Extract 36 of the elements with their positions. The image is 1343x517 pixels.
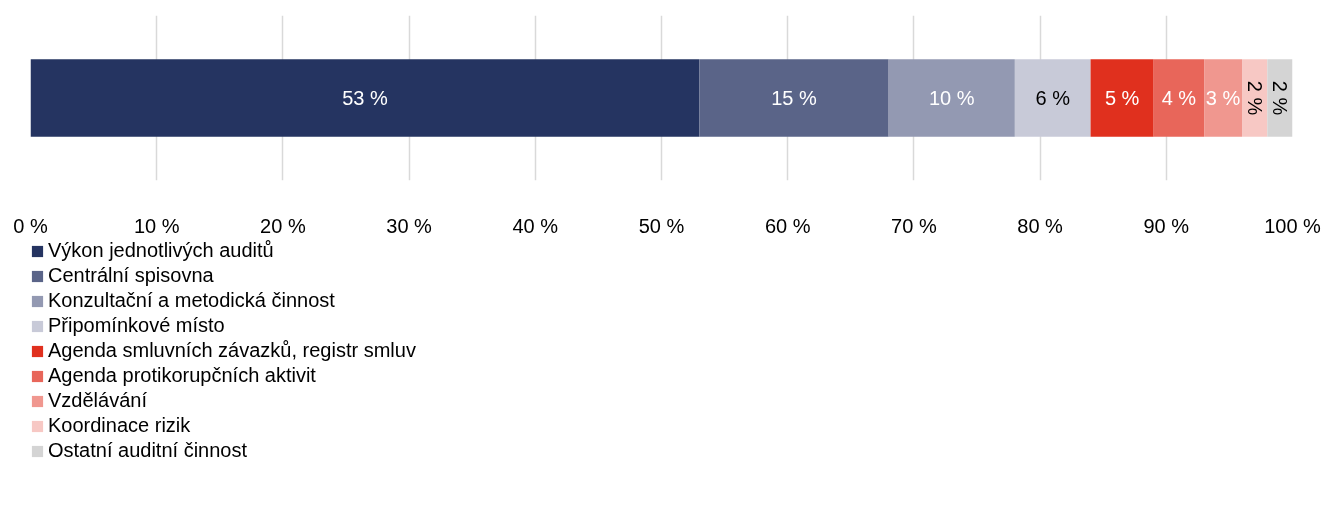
x-tick-label: 40 % — [512, 214, 559, 237]
x-tick-label: 50 % — [638, 214, 685, 237]
data-label: 5 % — [1104, 87, 1140, 109]
legend-label: Výkon jednotlivých auditů — [48, 239, 274, 262]
bar — [1153, 59, 1205, 137]
legend-label: Agenda protikorupčních aktivit — [48, 364, 316, 387]
legend-label: Agenda smluvních závazků, registr smluv — [48, 339, 416, 362]
legend-label: Konzultační a metodická činnost — [48, 289, 335, 312]
data-label: 15 % — [771, 87, 818, 109]
data-label: 10 % — [928, 87, 975, 109]
x-tick-label: 70 % — [891, 214, 937, 237]
legend-label: Ostatní auditní činnost — [48, 439, 248, 462]
x-tick-label: 20 % — [260, 214, 306, 237]
x-tick-label: 0 % — [13, 214, 48, 237]
legend-label: Koordinace rizik — [48, 414, 191, 437]
bar — [1090, 59, 1154, 137]
x-tick-label: 30 % — [386, 214, 433, 237]
bar — [30, 59, 700, 137]
legend-label: Centrální spisovna — [48, 264, 214, 287]
x-tick-label: 100 % — [1264, 214, 1322, 237]
bar — [1014, 59, 1091, 137]
legend-label: Připomínkové místo — [48, 314, 225, 337]
data-label: 2 % — [1268, 80, 1291, 116]
bar — [1204, 59, 1243, 137]
bar — [699, 59, 889, 137]
x-tick-label: 60 % — [764, 214, 811, 237]
bar — [888, 59, 1015, 137]
x-tick-label: 10 % — [133, 214, 180, 237]
legend-label: Vzdělávání — [48, 389, 147, 412]
data-label: 53 % — [342, 87, 388, 109]
x-tick-label: 90 % — [1143, 214, 1190, 237]
data-label: 4 % — [1161, 87, 1197, 109]
data-label: 3 % — [1205, 87, 1241, 109]
data-label: 6 % — [1035, 87, 1071, 109]
x-tick-label: 80 % — [1017, 214, 1064, 237]
data-label: 2 % — [1243, 80, 1266, 116]
